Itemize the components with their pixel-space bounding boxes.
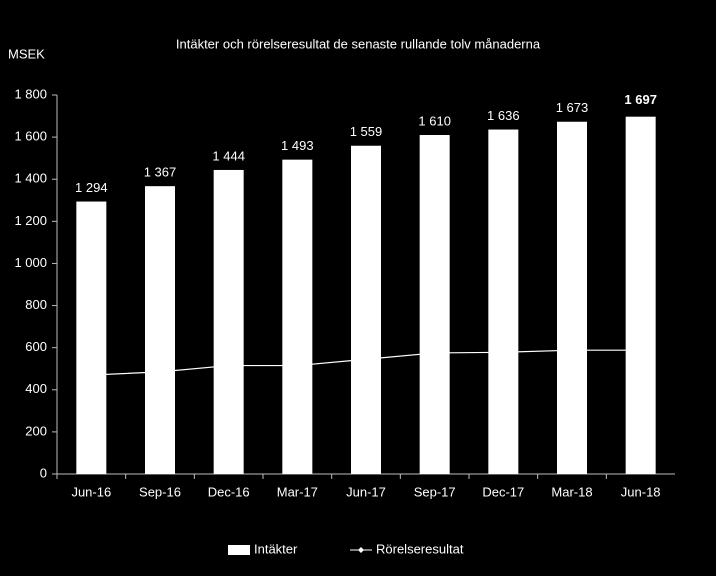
value-label: 1 444 — [212, 148, 245, 163]
y-tick-label: 1 600 — [14, 129, 47, 144]
bar — [76, 201, 107, 474]
value-label: 1 610 — [418, 113, 451, 128]
x-tick-label: Mar-17 — [277, 484, 318, 499]
y-tick-label: 600 — [25, 339, 47, 354]
x-tick-label: Jun-17 — [346, 484, 386, 499]
y-tick-label: 800 — [25, 297, 47, 312]
line — [91, 349, 641, 376]
x-tick-label: Mar-18 — [551, 484, 592, 499]
x-tick-label: Dec-16 — [208, 484, 250, 499]
bar — [145, 186, 175, 474]
value-label: 1 697 — [624, 92, 657, 107]
legend-label: Rörelseresultat — [376, 541, 464, 556]
y-tick-label: 1 200 — [14, 213, 47, 228]
value-label: 1 493 — [281, 138, 314, 153]
x-tick-label: Sep-16 — [139, 484, 181, 499]
bar — [625, 116, 656, 474]
x-tick-label: Sep-17 — [414, 484, 456, 499]
bar — [351, 145, 381, 474]
bar — [557, 121, 587, 475]
value-label: 1 559 — [350, 124, 383, 139]
bar — [419, 135, 450, 474]
chart-title: Intäkter och rörelseresultat de senaste … — [176, 36, 541, 51]
x-tick-label: Dec-17 — [482, 484, 524, 499]
value-label: 1 294 — [75, 180, 108, 195]
x-tick-label: Jun-18 — [621, 484, 661, 499]
y-tick-label: 1 400 — [14, 171, 47, 186]
legend-marker — [358, 547, 364, 553]
x-tick-label: Jun-16 — [71, 484, 111, 499]
y-tick-label: 0 — [40, 465, 47, 480]
legend-label: Intäkter — [254, 541, 298, 556]
value-label: 1 636 — [487, 108, 520, 123]
y-axis-label: MSEK — [8, 46, 45, 61]
value-label: 1 673 — [556, 100, 589, 115]
bar — [213, 169, 244, 475]
y-tick-label: 200 — [25, 423, 47, 438]
bar — [282, 159, 313, 474]
y-tick-label: 1 000 — [14, 255, 47, 270]
value-label: 1 367 — [144, 165, 177, 180]
y-tick-label: 400 — [25, 381, 47, 396]
bar — [488, 129, 519, 474]
legend-swatch — [228, 545, 250, 555]
y-tick-label: 1 800 — [14, 86, 47, 101]
